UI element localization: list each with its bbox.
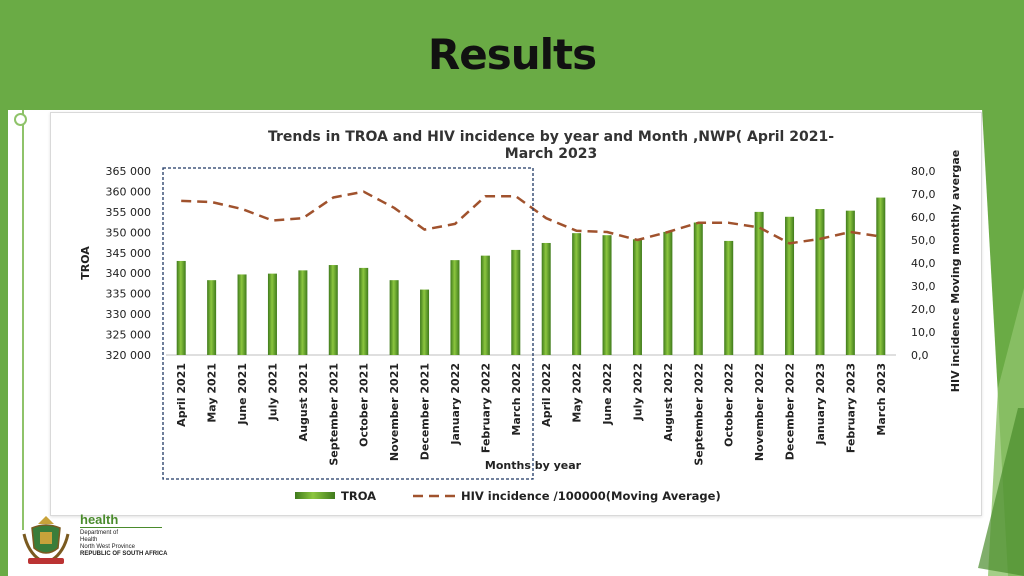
troa-bar	[845, 210, 855, 355]
x-tick-label: February 2023	[844, 363, 857, 453]
troa-bar	[420, 289, 430, 355]
legend-troa-label: TROA	[341, 489, 376, 503]
y2-tick-label: 50,0	[911, 234, 936, 247]
x-tick-label: October 2022	[723, 363, 736, 447]
x-tick-label: June 2021	[236, 363, 249, 426]
x-tick-label: April 2022	[540, 363, 553, 427]
x-tick-label: May 2022	[571, 363, 584, 423]
y-tick-label: 340 000	[106, 267, 152, 280]
x-tick-label: July 2022	[631, 363, 644, 421]
y2-tick-label: 80,0	[911, 165, 936, 178]
troa-bar	[815, 209, 825, 355]
logo-brand: health	[80, 512, 119, 527]
x-tick-label: January 2022	[449, 363, 462, 446]
y-tick-label: 360 000	[106, 185, 152, 198]
x-tick-label: August 2022	[662, 363, 675, 441]
y2-tick-label: 60,0	[911, 211, 936, 224]
troa-bar	[785, 216, 795, 355]
chart-title-line: March 2023	[505, 146, 597, 162]
troa-bar	[389, 280, 399, 355]
y-axis-label: TROA	[79, 246, 92, 280]
x-tick-label: August 2021	[297, 363, 310, 441]
x-tick-label: December 2022	[784, 363, 797, 460]
highlight-box	[162, 167, 534, 480]
x-tick-label: October 2021	[358, 363, 371, 447]
logo-rule	[80, 527, 162, 528]
y-tick-label: 325 000	[106, 329, 152, 342]
troa-bar	[632, 239, 642, 355]
troa-bar	[450, 260, 460, 355]
left-accent-line	[22, 110, 24, 530]
legend-hiv-label: HIV incidence /100000(Moving Average)	[461, 489, 721, 503]
troa-bar	[541, 242, 551, 355]
chart-frame: Trends in TROA and HIV incidence by year…	[50, 112, 982, 516]
troa-bar	[511, 249, 521, 355]
troa-bar	[359, 267, 369, 355]
y2-tick-label: 40,0	[911, 257, 936, 270]
x-tick-label: December 2021	[419, 363, 432, 460]
x-tick-label: September 2021	[327, 363, 340, 466]
right-decoration	[978, 108, 1024, 576]
coat-of-arms-icon	[22, 516, 70, 564]
x-tick-label: March 2023	[875, 363, 888, 436]
y-tick-label: 355 000	[106, 206, 152, 219]
y2-tick-label: 70,0	[911, 188, 936, 201]
x-tick-label: March 2022	[510, 363, 523, 436]
troa-bar	[876, 197, 886, 355]
troa-bar	[602, 235, 612, 355]
health-department-logo: health Department of Health North West P…	[18, 510, 168, 570]
troa-bar	[298, 270, 308, 355]
chart-title-line: Trends in TROA and HIV incidence by year…	[268, 129, 834, 145]
troa-bar	[754, 211, 764, 355]
y-tick-label: 320 000	[106, 349, 152, 362]
troa-bar	[572, 233, 582, 355]
x-tick-label: June 2022	[601, 363, 614, 426]
troa-bar	[663, 231, 673, 355]
logo-line-2: Health	[80, 537, 98, 543]
y-tick-label: 350 000	[106, 226, 152, 239]
troa-bar	[237, 274, 247, 355]
troa-bar	[267, 273, 277, 355]
y2-tick-label: 20,0	[911, 303, 936, 316]
troa-bar	[724, 240, 734, 355]
header-band	[0, 0, 1024, 110]
y2-tick-label: 30,0	[911, 280, 936, 293]
troa-bar	[207, 280, 217, 355]
y-tick-label: 335 000	[106, 288, 152, 301]
logo-line-3: North West Province	[80, 544, 135, 550]
x-tick-label: November 2022	[753, 363, 766, 461]
hiv-incidence-line	[181, 190, 881, 245]
troa-bar	[176, 260, 186, 355]
troa-bar	[693, 222, 703, 355]
x-tick-label: November 2021	[388, 363, 401, 461]
bullet-circle	[14, 113, 27, 126]
troa-bar	[480, 255, 490, 355]
chart: Trends in TROA and HIV incidence by year…	[79, 129, 962, 503]
logo-line-1: Department of	[80, 530, 119, 536]
y2-tick-label: 0,0	[911, 349, 929, 362]
legend-bar-swatch	[295, 492, 335, 499]
y-tick-label: 345 000	[106, 247, 152, 260]
y2-tick-label: 10,0	[911, 326, 936, 339]
y-tick-label: 365 000	[106, 165, 152, 178]
y2-axis-label: HIV incidence Moving monthly avergae	[949, 150, 962, 392]
x-tick-label: September 2022	[692, 363, 705, 466]
troa-bar	[328, 265, 338, 355]
x-tick-label: April 2021	[175, 363, 188, 427]
x-tick-label: February 2022	[479, 363, 492, 453]
y-tick-label: 330 000	[106, 308, 152, 321]
left-accent-strip	[0, 0, 8, 576]
x-tick-label: January 2023	[814, 363, 827, 446]
x-tick-label: May 2021	[206, 363, 219, 423]
logo-line-4: REPUBLIC OF SOUTH AFRICA	[80, 551, 168, 557]
slide-title: Results	[427, 30, 597, 79]
x-tick-label: July 2021	[266, 363, 279, 421]
